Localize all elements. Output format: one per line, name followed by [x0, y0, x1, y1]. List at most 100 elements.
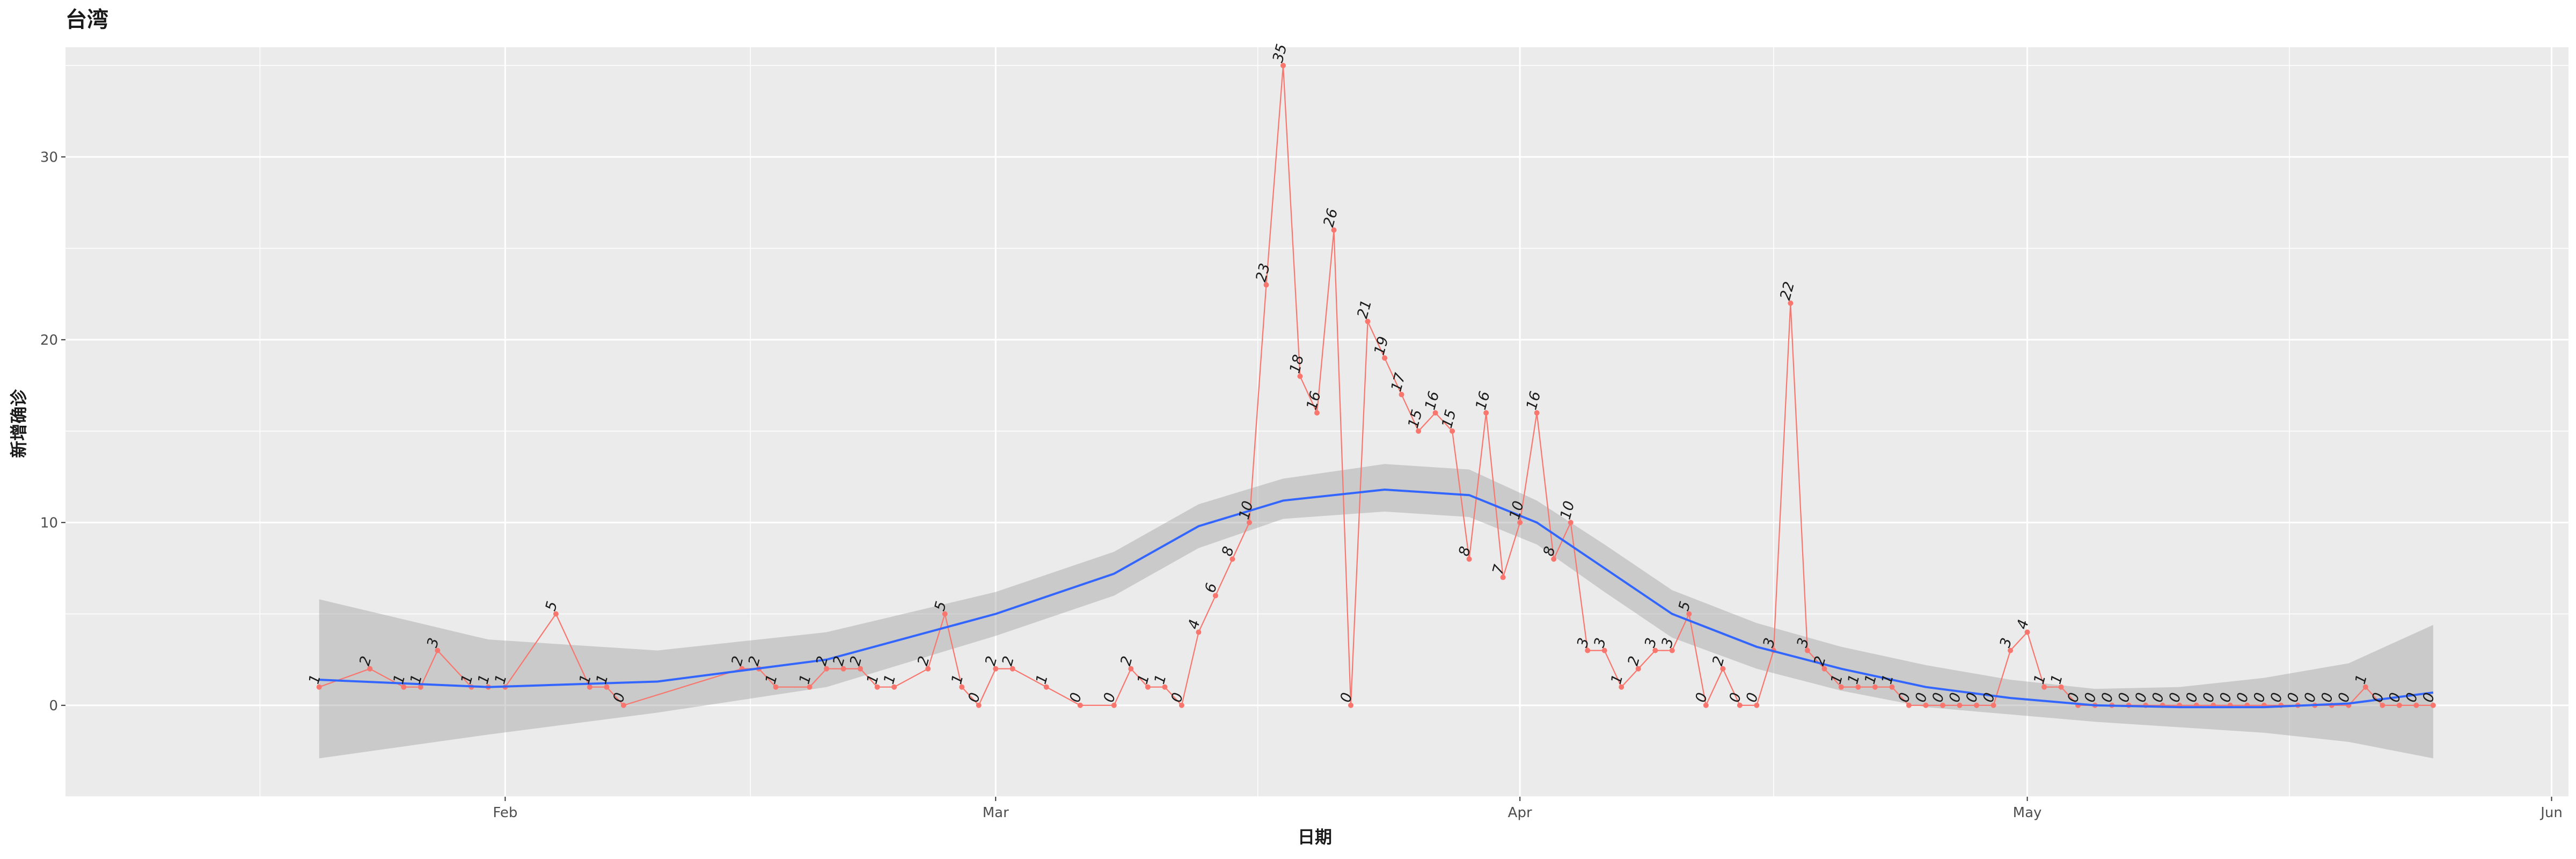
data-point: [1652, 647, 1658, 653]
data-point: [1348, 702, 1354, 708]
data-point: [1585, 647, 1591, 653]
data-point: [1365, 318, 1371, 324]
x-axis-title: 日期: [1298, 827, 1332, 847]
data-point: [1601, 647, 1607, 653]
data-point: [1212, 593, 1218, 599]
data-point: [942, 611, 948, 617]
minor-gridlines: [65, 47, 2568, 797]
data-point: [1619, 684, 1624, 690]
data-point: [993, 666, 999, 672]
data-point: [1230, 556, 1235, 562]
data-point: [1331, 227, 1337, 233]
data-point: [1635, 666, 1641, 672]
data-point: [1009, 666, 1015, 672]
data-point: [1297, 373, 1303, 379]
data-point: [367, 666, 373, 672]
data-point: [874, 684, 880, 690]
data-point: [1923, 702, 1929, 708]
data-point: [976, 702, 982, 708]
data-point: [1196, 629, 1202, 635]
data-point: [1957, 702, 1963, 708]
major-gridlines: [65, 47, 2568, 797]
x-tick-label: Mar: [983, 805, 1009, 821]
data-point: [1686, 611, 1692, 617]
smooth-trend-line: [319, 488, 2434, 709]
data-point: [553, 611, 559, 617]
data-point: [401, 684, 407, 690]
data-point: [1263, 282, 1269, 288]
y-tick-label: 0: [49, 698, 58, 714]
data-point: [435, 647, 441, 653]
data-point: [925, 666, 931, 672]
data-point: [1754, 702, 1760, 708]
y-tick-label: 10: [40, 515, 58, 531]
data-point: [1974, 702, 1980, 708]
data-point: [1821, 666, 1827, 672]
data-point: [1314, 410, 1320, 416]
data-point: [2008, 647, 2014, 653]
data-point: [1246, 520, 1252, 526]
x-tick-label: Apr: [1508, 805, 1532, 821]
data-point: [2396, 702, 2402, 708]
data-point: [1737, 702, 1743, 708]
data-point: [1128, 666, 1134, 672]
data-point: [1416, 428, 1422, 434]
x-axis: Feb Mar Apr May Jun: [493, 797, 2563, 821]
y-tick-label: 30: [40, 149, 58, 165]
data-point: [2041, 684, 2047, 690]
data-point: [1990, 702, 1996, 708]
data-point: [1145, 684, 1151, 690]
data-point: [316, 684, 322, 690]
data-point: [604, 684, 610, 690]
confidence-band: [319, 464, 2433, 759]
data-point: [840, 666, 846, 672]
y-tick-label: 20: [40, 332, 58, 348]
data-point: [1043, 684, 1049, 690]
data-point: [1399, 391, 1404, 397]
data-point: [1872, 684, 1878, 690]
data-point: [1111, 702, 1117, 708]
data-point: [891, 684, 897, 690]
data-point: [858, 666, 863, 672]
data-point: [773, 684, 779, 690]
data-point: [2430, 702, 2436, 708]
data-point: [1838, 684, 1844, 690]
data-point: [1804, 647, 1810, 653]
data-point: [1483, 410, 1489, 416]
x-tick-label: Jun: [2540, 805, 2563, 821]
x-tick-label: Feb: [493, 805, 517, 821]
data-point: [2058, 684, 2064, 690]
data-point: [418, 684, 423, 690]
plot-panel: [65, 47, 2568, 797]
data-point: [1534, 410, 1540, 416]
x-tick-label: May: [2013, 805, 2042, 821]
data-point: [1669, 647, 1675, 653]
data-point: [807, 684, 813, 690]
data-point: [959, 684, 965, 690]
data-point: [1466, 556, 1472, 562]
data-point: [1179, 702, 1184, 708]
data-point: [1382, 355, 1388, 361]
data-point: [824, 666, 830, 672]
data-point: [1855, 684, 1861, 690]
data-point: [2362, 684, 2368, 690]
data-point: [1568, 520, 1574, 526]
data-point: [1720, 666, 1726, 672]
data-point: [1280, 63, 1286, 69]
data-point: [1162, 684, 1168, 690]
data-point: [1940, 702, 1945, 708]
data-point: [1906, 702, 1912, 708]
data-point: [587, 684, 592, 690]
data-point: [620, 702, 626, 708]
data-point: [1551, 556, 1557, 562]
data-point: [1432, 410, 1438, 416]
data-point: [2413, 702, 2419, 708]
chart-title: 台湾: [65, 8, 108, 32]
data-point: [1517, 520, 1523, 526]
data-point: [1788, 300, 1794, 306]
data-point: [1450, 428, 1455, 434]
y-axis: 0 10 20 30: [40, 149, 65, 714]
data-point: [2024, 629, 2030, 635]
data-point: [1077, 702, 1083, 708]
